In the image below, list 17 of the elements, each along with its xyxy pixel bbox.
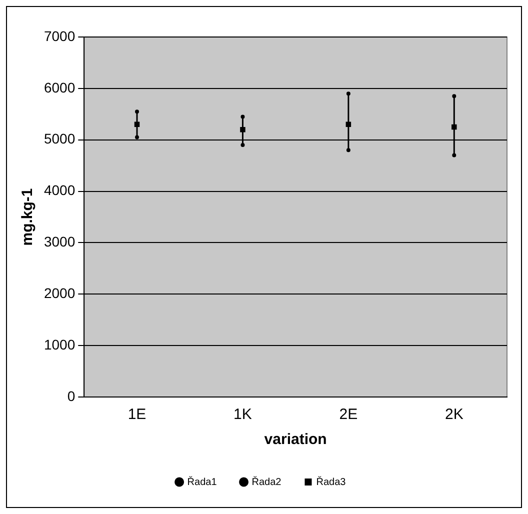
legend-label: Řada2: [252, 476, 282, 488]
x-tick-label: 2K: [444, 406, 464, 424]
y-tick-label: 3000: [44, 234, 76, 250]
x-tick-label: 1E: [128, 406, 146, 424]
x-tick-label: 2E: [339, 406, 358, 424]
y-tick-label: 1000: [44, 336, 76, 352]
y-tick-label: 7000: [44, 28, 76, 44]
x-axis-title: variation: [264, 431, 327, 448]
y-axis-title: mg.kg-1: [19, 188, 36, 246]
y-tick-label: 0: [67, 388, 76, 404]
legend-label: Řada1: [187, 476, 218, 488]
y-tick-label: 2000: [44, 285, 76, 301]
y-tick-label: 5000: [44, 130, 76, 147]
y-tick-label: 6000: [44, 79, 76, 96]
x-tick-label: 1K: [234, 406, 252, 424]
y-tick-label: 4000: [44, 182, 76, 198]
legend-label: Řada3: [316, 476, 346, 488]
